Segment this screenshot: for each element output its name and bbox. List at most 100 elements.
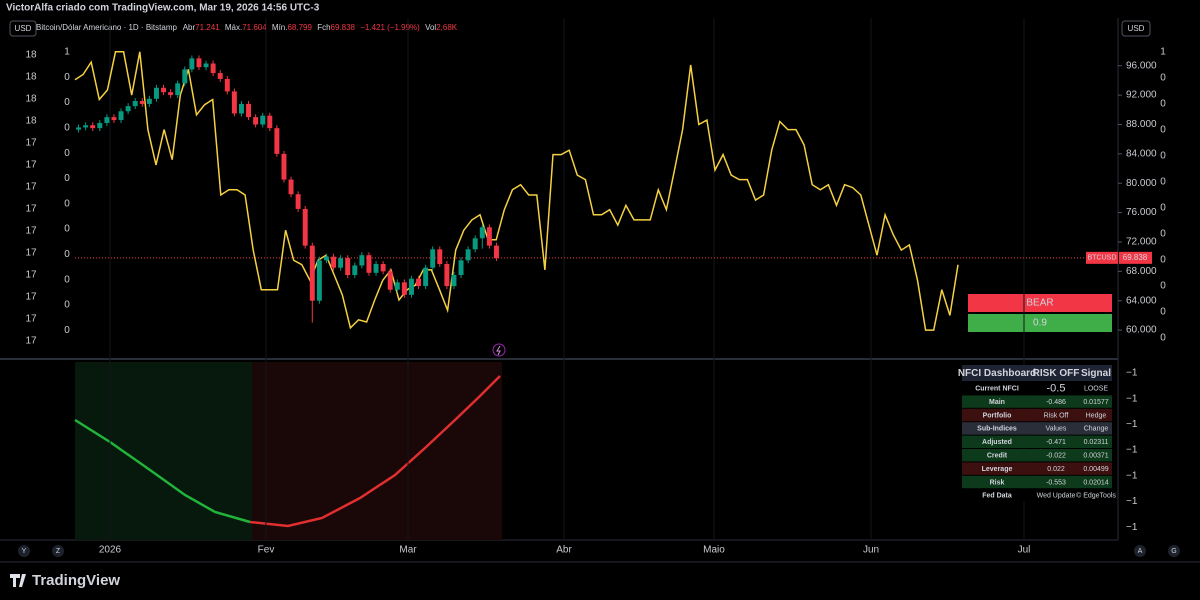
candle-body	[118, 111, 124, 121]
left-axis-label: 18	[25, 116, 37, 127]
dashboard-cell: Leverage	[982, 466, 1013, 473]
candle-body	[196, 58, 202, 68]
corner-button[interactable]	[18, 545, 30, 557]
candle-body	[493, 245, 499, 259]
candle-body	[479, 227, 485, 239]
dashboard-cell: 0.02014	[1083, 479, 1108, 486]
right-axis-label: 0	[1160, 125, 1166, 136]
left-axis-label: 17	[25, 336, 37, 347]
left-axis-label: 17	[25, 248, 37, 259]
candle-body	[458, 260, 464, 276]
dashboard-cell: -0.486	[1046, 399, 1066, 406]
dashboard-row	[962, 408, 1112, 422]
left-axis-label: 17	[25, 138, 37, 149]
right-axis-label: 0	[1160, 281, 1166, 292]
candle-body	[175, 83, 181, 96]
volume-label: Vol	[425, 23, 436, 32]
event-icon[interactable]	[492, 343, 506, 357]
right-axis-label: 0	[1160, 99, 1166, 110]
dashboard-cell: LOOSE	[1084, 386, 1108, 393]
candle-body	[83, 125, 89, 128]
dashboard-cell: 0.00499	[1083, 466, 1108, 473]
right-axis-label: 1	[1160, 47, 1166, 58]
dashboard-cell: -0.553	[1046, 479, 1066, 486]
volume-value: 2,68K	[436, 23, 458, 32]
right-axis-label: 0	[1160, 307, 1166, 318]
candle-body	[203, 63, 209, 68]
candle-body	[267, 115, 273, 129]
dashboard-row	[962, 365, 1112, 381]
left-axis-label: 17	[25, 270, 37, 281]
candle-body	[224, 78, 230, 92]
dashboard-cell: Hedge	[1086, 412, 1107, 419]
left-axis-label: 18	[25, 94, 37, 105]
price-tick-label: 84.000	[1126, 148, 1157, 159]
candle-body	[338, 258, 344, 268]
dashboard-row	[962, 462, 1112, 475]
dashboard-row	[962, 449, 1112, 462]
dashboard-cell: 0.02311	[1084, 439, 1109, 446]
candle-body	[444, 264, 450, 287]
candle-body	[260, 115, 266, 125]
dashboard-cell: 0.00371	[1083, 453, 1108, 460]
logo-mark	[10, 574, 26, 587]
corner-button[interactable]	[1134, 545, 1146, 557]
candle-body	[366, 255, 372, 273]
right-axis-label: 0	[1160, 73, 1166, 84]
left-axis-label: 0	[64, 97, 70, 108]
price-tick-label: 60.000	[1126, 325, 1157, 336]
left-axis-label: 0	[64, 325, 70, 336]
candle-body	[125, 106, 131, 112]
left-axis-label: 17	[25, 314, 37, 325]
dashboard-cell: -0.022	[1046, 453, 1066, 460]
lower-axis-label: −1	[1126, 393, 1138, 404]
currency-box[interactable]	[9, 20, 37, 37]
candle-body	[416, 278, 422, 287]
candle-body	[238, 103, 244, 114]
corner-button-label: G	[1171, 548, 1176, 555]
corner-button[interactable]	[1168, 545, 1180, 557]
change: −1.421 (−1.99%)	[360, 23, 420, 32]
candle-body	[437, 249, 443, 265]
dashboard-cell: Values	[1046, 426, 1067, 433]
price-tick-label: 64.000	[1126, 295, 1157, 306]
score-box	[968, 314, 1112, 332]
left-axis-label: 0	[64, 123, 70, 134]
dashboard-row	[962, 395, 1112, 408]
dashboard-cell: Main	[989, 399, 1005, 406]
candle-body	[423, 267, 429, 287]
dashboard-cell: NFCI Dashboard	[958, 368, 1036, 379]
low-value: 68.799	[287, 23, 312, 32]
candle-body	[182, 69, 188, 84]
candle-body	[316, 260, 322, 301]
candle-body	[394, 282, 400, 290]
corner-button[interactable]	[52, 545, 64, 557]
last-price-tag	[1119, 251, 1152, 264]
candle-body	[76, 127, 82, 130]
candle-body	[146, 98, 152, 104]
currency-right: USD	[1128, 24, 1145, 33]
price-tick-label: 76.000	[1126, 207, 1157, 218]
currency-box[interactable]	[1121, 20, 1151, 37]
candle-body	[295, 194, 301, 209]
left-axis-label: 17	[25, 204, 37, 215]
nfci-curve-loose	[74, 418, 251, 524]
score-label: 0.9	[1033, 318, 1047, 329]
dashboard-cell: Adjusted	[982, 439, 1012, 446]
last-price-label: 69.838	[1123, 253, 1148, 262]
candle-body	[408, 278, 414, 295]
green-zone	[75, 362, 252, 540]
dashboard-cell: Portfolio	[983, 412, 1012, 419]
time-tick-label: Jul	[1018, 545, 1031, 556]
symbol: Bitcoin/Dólar Americano · 1D · Bitstamp	[36, 23, 177, 32]
price-tick-label: 80.000	[1126, 178, 1157, 189]
candle-body	[246, 103, 252, 118]
candle-body	[345, 258, 351, 276]
left-axis-label: 0	[64, 173, 70, 184]
dashboard-cell: RISK OFF	[1033, 368, 1080, 379]
candle-body	[451, 275, 457, 287]
dashboard-row	[962, 475, 1112, 489]
right-axis-label: 0	[1160, 333, 1166, 344]
time-tick-label: Fev	[258, 545, 275, 556]
candle-body	[288, 179, 294, 195]
